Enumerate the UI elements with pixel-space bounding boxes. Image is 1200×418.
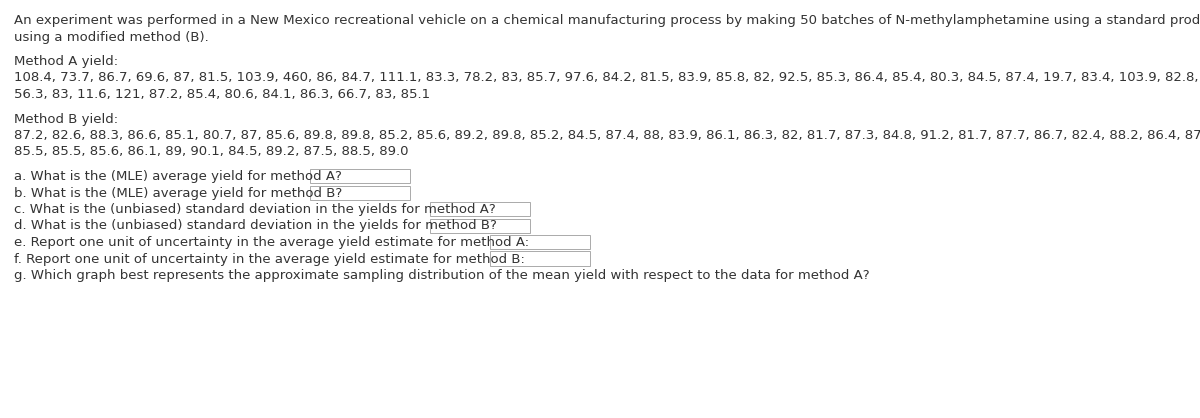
- Text: 87.2, 82.6, 88.3, 86.6, 85.1, 80.7, 87, 85.6, 89.8, 89.8, 85.2, 85.6, 89.2, 89.8: 87.2, 82.6, 88.3, 86.6, 85.1, 80.7, 87, …: [14, 129, 1200, 142]
- Text: An experiment was performed in a New Mexico recreational vehicle on a chemical m: An experiment was performed in a New Mex…: [14, 14, 1200, 27]
- Bar: [430, 202, 530, 216]
- Bar: [430, 219, 530, 232]
- Text: 108.4, 73.7, 86.7, 69.6, 87, 81.5, 103.9, 460, 86, 84.7, 111.1, 83.3, 78.2, 83, : 108.4, 73.7, 86.7, 69.6, 87, 81.5, 103.9…: [14, 71, 1200, 84]
- Text: f. Report one unit of uncertainty in the average yield estimate for method B:: f. Report one unit of uncertainty in the…: [14, 252, 524, 265]
- Bar: [310, 169, 410, 183]
- Text: Method A yield:: Method A yield:: [14, 55, 118, 68]
- Text: c. What is the (unbiased) standard deviation in the yields for method A?: c. What is the (unbiased) standard devia…: [14, 203, 496, 216]
- Text: g. Which graph best represents the approximate sampling distribution of the mean: g. Which graph best represents the appro…: [14, 269, 870, 282]
- Text: d. What is the (unbiased) standard deviation in the yields for method B?: d. What is the (unbiased) standard devia…: [14, 219, 497, 232]
- Bar: [490, 252, 590, 265]
- Text: 56.3, 83, 11.6, 121, 87.2, 85.4, 80.6, 84.1, 86.3, 66.7, 83, 85.1: 56.3, 83, 11.6, 121, 87.2, 85.4, 80.6, 8…: [14, 88, 430, 101]
- Bar: [310, 186, 410, 199]
- Text: 85.5, 85.5, 85.6, 86.1, 89, 90.1, 84.5, 89.2, 87.5, 88.5, 89.0: 85.5, 85.5, 85.6, 86.1, 89, 90.1, 84.5, …: [14, 145, 408, 158]
- Text: a. What is the (MLE) average yield for method A?: a. What is the (MLE) average yield for m…: [14, 170, 342, 183]
- Bar: [490, 235, 590, 249]
- Text: b. What is the (MLE) average yield for method B?: b. What is the (MLE) average yield for m…: [14, 186, 342, 199]
- Text: Method B yield:: Method B yield:: [14, 112, 118, 125]
- Text: e. Report one unit of uncertainty in the average yield estimate for method A:: e. Report one unit of uncertainty in the…: [14, 236, 529, 249]
- Text: using a modified method (B).: using a modified method (B).: [14, 31, 209, 43]
